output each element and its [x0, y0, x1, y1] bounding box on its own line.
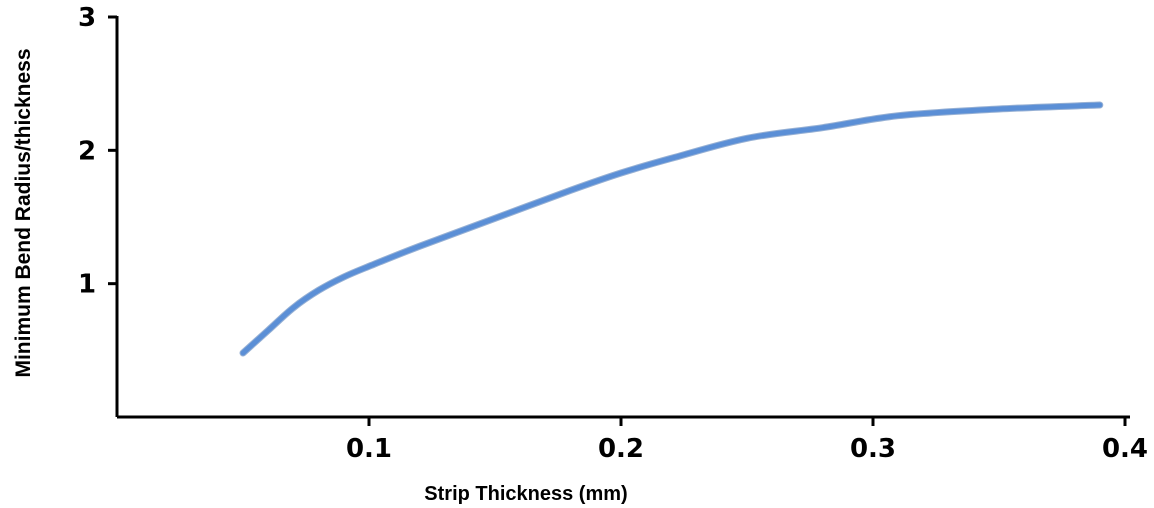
series-line: [240, 102, 1103, 356]
x-tick-label: 0.1: [346, 434, 392, 464]
x-tick-label: 0.3: [850, 434, 896, 464]
x-axis-title: Strip Thickness (mm): [424, 483, 627, 505]
y-tick-label: 3: [78, 3, 96, 33]
y-axis-title: Minimum Bend Radius/thickness: [12, 48, 35, 377]
y-axis-ticks: 1 2 3: [78, 3, 117, 300]
plot-area: [115, 16, 1130, 419]
y-tick-label: 2: [78, 136, 96, 166]
x-axis-ticks: 0.1 0.2 0.3 0.4: [346, 417, 1148, 464]
series-layer: [239, 101, 1104, 357]
series-line-outline: [239, 101, 1104, 357]
y-tick-label: 1: [78, 270, 96, 300]
x-tick-label: 0.2: [598, 434, 644, 464]
x-tick-label: 0.4: [1102, 434, 1148, 464]
